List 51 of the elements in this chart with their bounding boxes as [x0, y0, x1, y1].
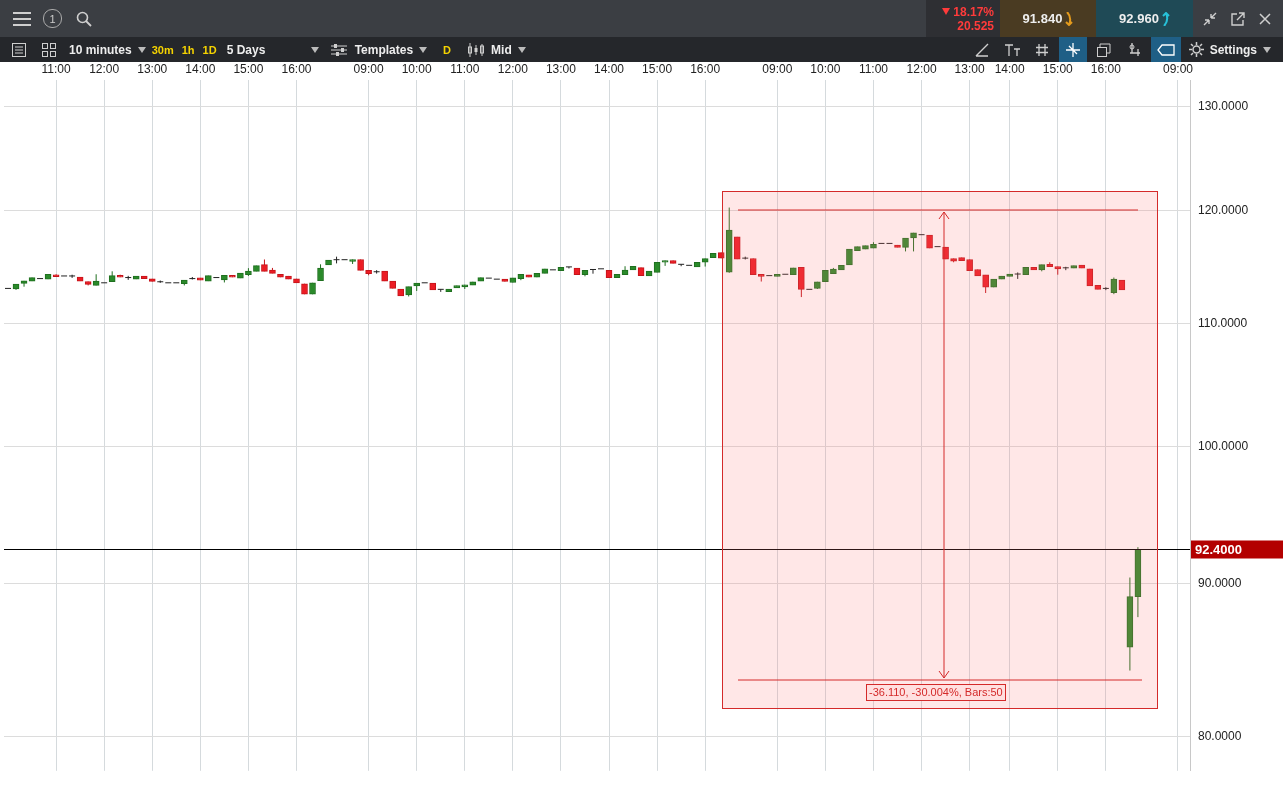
- text: 20.525: [957, 18, 994, 33]
- x-tick-label: 11:00: [41, 62, 71, 77]
- x-tick-label: 16:00: [690, 62, 721, 77]
- text: 1D: [202, 43, 217, 56]
- x-tick-label: 12:00: [89, 62, 120, 77]
- x-tick-label: 13:00: [954, 62, 985, 77]
- text: 92.960: [1119, 11, 1159, 26]
- candlestick: [373, 269, 381, 275]
- x-tick-label: 12:00: [906, 62, 937, 77]
- text: 18.17%: [953, 4, 994, 19]
- x-tick-label: 09:00: [762, 62, 793, 77]
- y-tick-label: 110.0000: [1198, 315, 1248, 330]
- y-tick-label: 90.0000: [1198, 575, 1242, 590]
- text: 1: [49, 12, 56, 25]
- text: Templates: [354, 42, 414, 57]
- text: 1h: [181, 43, 195, 56]
- x-tick-label: 13:00: [137, 62, 168, 77]
- x-tick-label: 10:00: [810, 62, 841, 77]
- annotation: -36.110, -30.004%, Bars:50: [869, 686, 1003, 698]
- text: 10 minutes: [69, 42, 132, 57]
- text: 30m: [151, 43, 174, 56]
- x-tick-label: 10:00: [401, 62, 433, 77]
- ref-line-label: 92.4000: [1195, 542, 1242, 558]
- candlestick: [798, 266, 805, 298]
- candlestick: [677, 263, 685, 267]
- y-tick-label: 120.0000: [1198, 202, 1249, 217]
- x-tick-label: 11:00: [858, 62, 889, 77]
- candlestick: [589, 269, 597, 275]
- text: 91.840: [1022, 11, 1063, 26]
- y-tick-label: 80.0000: [1198, 728, 1242, 743]
- x-tick-label: 13:00: [545, 62, 577, 77]
- y-tick-label: 130.0000: [1198, 98, 1249, 113]
- x-tick-label: 09:00: [1162, 62, 1194, 77]
- x-tick-label: 11:00: [450, 62, 480, 77]
- text: 5 Days: [226, 42, 266, 57]
- text: Settings: [1209, 42, 1257, 57]
- candlestick: [661, 259, 669, 267]
- x-tick-label: 14:00: [594, 62, 625, 77]
- x-tick-label: 16:00: [281, 62, 312, 77]
- candlestick: [1102, 286, 1110, 291]
- x-tick-label: 14:00: [185, 62, 216, 77]
- text: Mid: [491, 42, 512, 57]
- y-tick-label: 100.0000: [1198, 439, 1249, 454]
- x-tick-label: 09:00: [353, 62, 384, 77]
- x-tick-label: 12:00: [497, 62, 529, 77]
- x-tick-label: 15:00: [1042, 62, 1074, 77]
- x-tick-label: 16:00: [1090, 62, 1122, 77]
- x-tick-label: 14:00: [994, 62, 1026, 77]
- text: D: [443, 43, 452, 56]
- x-tick-label: 15:00: [233, 62, 264, 77]
- x-tick-label: 15:00: [642, 62, 673, 77]
